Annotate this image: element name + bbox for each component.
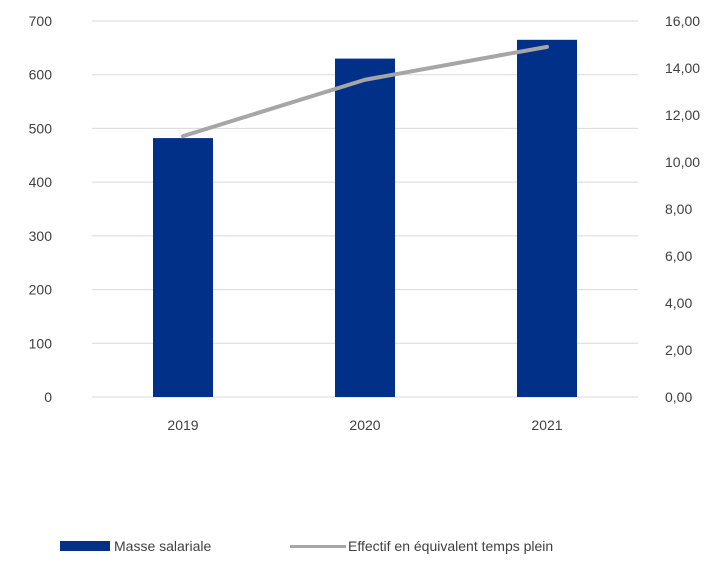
left-tick-label: 400 (29, 174, 53, 190)
bar (517, 39, 577, 398)
right-axis-ticks: 0,00 2,00 4,00 6,00 8,00 10,00 12,00 14,00 16,00 (665, 13, 700, 405)
line-series (181, 44, 549, 139)
combo-chart: 0 100 200 300 400 500 600 700 0,00 2,00 4,00 6,00 8… (29, 13, 701, 433)
line-point (182, 135, 184, 137)
right-tick-label: 2,00 (665, 342, 692, 358)
line-point (364, 79, 366, 81)
bar-series (153, 39, 577, 398)
right-tick-label: 4,00 (665, 295, 692, 311)
right-tick-label: 10,00 (665, 154, 700, 170)
bar (335, 58, 395, 397)
left-tick-label: 300 (29, 228, 53, 244)
left-tick-label: 600 (29, 67, 53, 83)
bar (153, 138, 213, 397)
right-tick-label: 12,00 (665, 107, 700, 123)
right-tick-label: 16,00 (665, 13, 700, 29)
legend-swatch-line (290, 544, 346, 548)
legend-item-line: Effectif en équivalent temps plein (290, 538, 553, 554)
legend-item-bar: Masse salariale (60, 538, 211, 554)
legend-label-bar: Masse salariale (114, 538, 212, 554)
line-point (546, 46, 548, 48)
legend: Masse salariale Effectif en équivalent t… (0, 538, 723, 562)
legend-swatch-bar (60, 541, 110, 551)
right-tick-label: 6,00 (665, 248, 692, 264)
x-axis-ticks: 2019 2020 2021 (167, 417, 562, 433)
right-tick-label: 0,00 (665, 389, 692, 405)
x-tick-label: 2020 (349, 417, 380, 433)
left-tick-label: 500 (29, 120, 53, 136)
legend-label-line: Effectif en équivalent temps plein (348, 538, 554, 554)
right-tick-label: 8,00 (665, 201, 692, 217)
right-tick-label: 14,00 (665, 60, 700, 76)
x-tick-label: 2021 (531, 417, 562, 433)
x-tick-label: 2019 (167, 417, 198, 433)
left-tick-label: 100 (29, 335, 53, 351)
left-tick-label: 0 (44, 389, 52, 405)
left-axis-ticks: 0 100 200 300 400 500 600 700 (29, 13, 53, 405)
left-tick-label: 200 (29, 282, 53, 298)
left-tick-label: 700 (29, 13, 53, 29)
